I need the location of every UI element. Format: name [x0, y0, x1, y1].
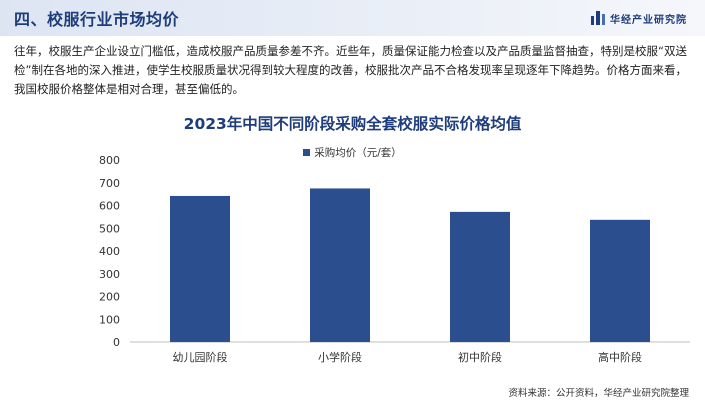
bar: [170, 195, 230, 342]
brand: 华经产业研究院: [591, 10, 687, 26]
chart-title: 2023年中国不同阶段采购全套校服实际价格均值: [183, 115, 522, 133]
bar: [310, 188, 370, 342]
x-tick-label: 初中阶段: [458, 350, 502, 364]
y-tick-label: 400: [99, 245, 120, 258]
source-note: 资料来源：公开资料，华经产业研究院整理: [508, 388, 689, 399]
section-title: 四、校服行业市场均价: [14, 10, 180, 29]
y-tick-label: 300: [99, 268, 120, 281]
brand-name: 华经产业研究院: [610, 14, 687, 26]
brand-logo-icon: [591, 11, 605, 25]
y-tick-label: 700: [99, 177, 120, 190]
x-tick-label: 高中阶段: [598, 350, 642, 364]
legend-swatch: [303, 148, 311, 156]
bar: [590, 219, 650, 342]
x-tick-label: 幼儿园阶段: [173, 350, 228, 364]
intro-paragraph: 往年，校服生产企业设立门槛低，造成校服产品质量参差不齐。近些年，质量保证能力检查…: [14, 44, 687, 96]
y-tick-label: 100: [99, 313, 120, 326]
bar: [450, 211, 510, 342]
y-tick-label: 600: [99, 200, 120, 213]
y-tick-label: 0: [113, 336, 120, 349]
chart-legend: 采购均价（元/套）: [0, 145, 705, 159]
y-tick-label: 500: [99, 222, 120, 235]
x-tick-label: 小学阶段: [318, 350, 362, 364]
y-tick-label: 800: [99, 154, 120, 167]
legend-label: 采购均价（元/套）: [314, 146, 402, 159]
header-band: [0, 0, 705, 36]
y-tick-label: 200: [99, 291, 120, 304]
